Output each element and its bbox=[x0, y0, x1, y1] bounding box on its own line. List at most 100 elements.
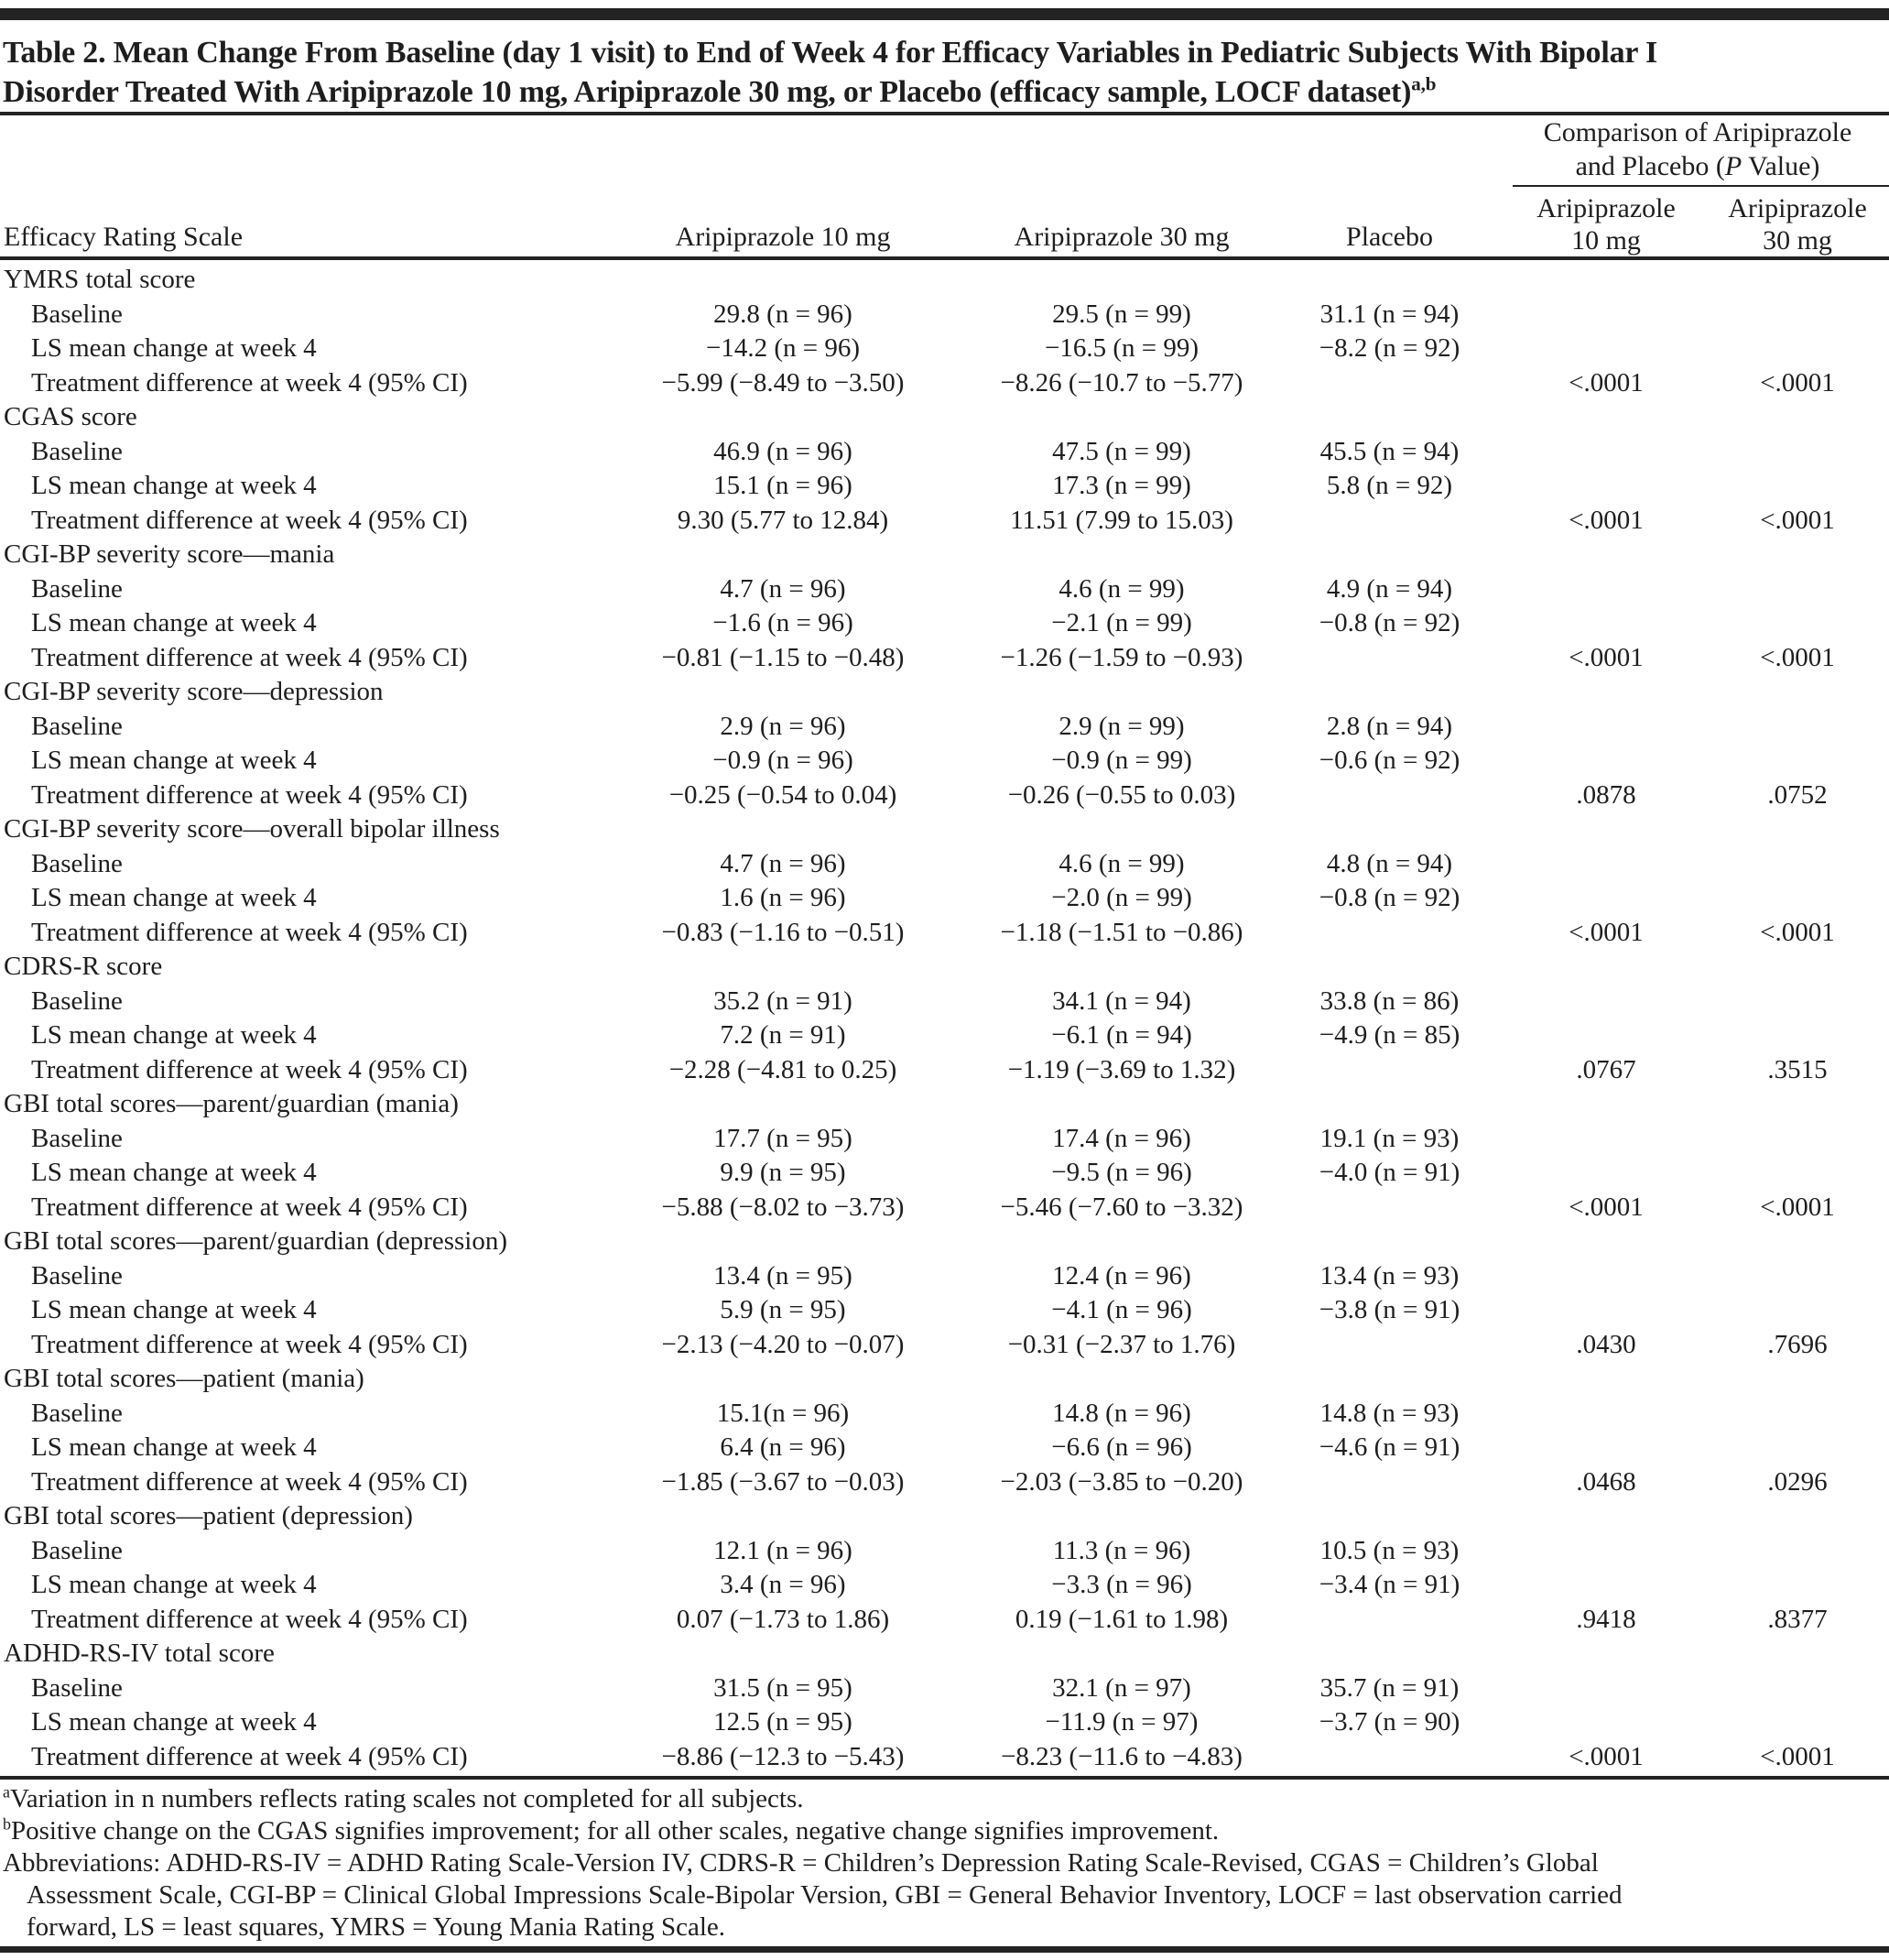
pvalue-cell-ari10: .0878 bbox=[1576, 779, 1636, 810]
footnote-abbreviations-line1: Abbreviations: ADHD-RS-IV = ADHD Rating … bbox=[3, 1848, 1599, 1878]
value-cell-ari10: 9.9 (n = 95) bbox=[720, 1158, 846, 1188]
table-row: Baseline 12.1 (n = 96) 11.3 (n = 96) 10.5 (… bbox=[0, 1534, 1889, 1569]
row-label: Baseline bbox=[31, 1672, 123, 1703]
value-cell-ari10: 2.9 (n = 96) bbox=[720, 711, 846, 741]
pvalue-cell-ari10: <.0001 bbox=[1569, 505, 1644, 535]
value-cell-ari30: 14.8 (n = 96) bbox=[1052, 1398, 1191, 1428]
value-cell-placebo: 4.8 (n = 94) bbox=[1326, 848, 1453, 878]
value-cell-placebo: −4.0 (n = 91) bbox=[1319, 1158, 1460, 1188]
footnote-abbreviations-line3: forward, LS = least squares, YMRS = Youn… bbox=[27, 1912, 726, 1942]
table-row: Baseline 31.5 (n = 95) 32.1 (n = 97) 35.7 (… bbox=[0, 1671, 1889, 1706]
table-row: Treatment difference at week 4 (95% CI) 9… bbox=[0, 504, 1889, 539]
value-cell-ari10: 5.9 (n = 95) bbox=[720, 1295, 846, 1325]
row-label: Baseline bbox=[31, 573, 123, 604]
value-cell-ari30: −1.26 (−1.59 to −0.93) bbox=[1000, 642, 1243, 672]
value-cell-placebo: 10.5 (n = 93) bbox=[1319, 1535, 1460, 1565]
value-cell-ari10: 46.9 (n = 96) bbox=[713, 436, 852, 466]
value-cell-ari10: 1.6 (n = 96) bbox=[720, 883, 846, 913]
value-cell-placebo: −0.8 (n = 92) bbox=[1319, 608, 1460, 638]
value-cell-ari30: 47.5 (n = 99) bbox=[1052, 436, 1191, 466]
p-value-italic: P bbox=[1724, 151, 1742, 181]
body-bottom-rule bbox=[0, 1776, 1889, 1780]
value-cell-placebo: 19.1 (n = 93) bbox=[1319, 1123, 1460, 1153]
value-cell-ari10: 7.2 (n = 91) bbox=[720, 1020, 846, 1051]
row-label: Treatment difference at week 4 (95% CI) bbox=[31, 1741, 468, 1771]
pvalue-cell-ari30: .3515 bbox=[1767, 1054, 1828, 1084]
pvalue-cell-ari30: <.0001 bbox=[1760, 1192, 1835, 1222]
table-row: LS mean change at week 4 −0.9 (n = 96) −0.… bbox=[0, 744, 1889, 779]
scale-group-row: CGAS score bbox=[0, 400, 1889, 435]
table-title: Table 2. Mean Change From Baseline (day … bbox=[3, 33, 1887, 112]
scale-group-row: GBI total scores—parent/guardian (mania) bbox=[0, 1087, 1889, 1122]
row-label: LS mean change at week 4 bbox=[31, 1020, 317, 1051]
value-cell-placebo: 2.8 (n = 94) bbox=[1326, 711, 1453, 741]
pvalue-cell-ari30: <.0001 bbox=[1760, 1741, 1835, 1771]
table-row: LS mean change at week 4 1.6 (n = 96) −2.0… bbox=[0, 881, 1889, 916]
table-row: LS mean change at week 4 −14.2 (n = 96) −1… bbox=[0, 332, 1889, 366]
footnote-a-marker: a bbox=[3, 1782, 10, 1802]
value-cell-ari10: 0.07 (−1.73 to 1.86) bbox=[676, 1604, 890, 1634]
value-cell-ari30: 17.4 (n = 96) bbox=[1052, 1123, 1191, 1153]
table-title-line2: Disorder Treated With Aripiprazole 10 mg… bbox=[3, 72, 1437, 109]
value-cell-ari10: −0.9 (n = 96) bbox=[712, 746, 853, 776]
footnote-b: bPositive change on the CGAS signifies i… bbox=[3, 1814, 1220, 1846]
value-cell-placebo: 13.4 (n = 93) bbox=[1319, 1260, 1460, 1290]
table-row: Treatment difference at week 4 (95% CI) −… bbox=[0, 366, 1889, 401]
value-cell-ari10: −1.6 (n = 96) bbox=[712, 608, 853, 638]
pvalue-cell-ari10: <.0001 bbox=[1569, 1741, 1644, 1771]
value-cell-ari10: 6.4 (n = 96) bbox=[720, 1432, 846, 1463]
comparison-spanner-header: Comparison of Aripiprazole and Placebo (… bbox=[1506, 115, 1889, 183]
row-label: LS mean change at week 4 bbox=[31, 471, 317, 501]
value-cell-ari10: −8.86 (−12.3 to −5.43) bbox=[661, 1741, 905, 1771]
row-label: Baseline bbox=[31, 1535, 123, 1565]
footnotes: aVariation in n numbers reflects rating … bbox=[3, 1783, 1885, 1944]
table-row: LS mean change at week 4 9.9 (n = 95) −9.5… bbox=[0, 1156, 1889, 1191]
value-cell-ari10: −0.81 (−1.15 to −0.48) bbox=[661, 642, 905, 672]
value-cell-ari30: 4.6 (n = 99) bbox=[1058, 848, 1185, 878]
table-row: Baseline 29.8 (n = 96) 29.5 (n = 99) 31.1 (… bbox=[0, 298, 1889, 332]
row-label: Baseline bbox=[31, 848, 123, 878]
table-row: Treatment difference at week 4 (95% CI) −… bbox=[0, 1465, 1889, 1500]
value-cell-ari30: −0.26 (−0.55 to 0.03) bbox=[1007, 779, 1236, 810]
scale-group-row: ADHD-RS-IV total score bbox=[0, 1637, 1889, 1671]
column-header-pvalue-ari30: Aripiprazole 30 mg bbox=[1728, 193, 1867, 256]
table-row: Treatment difference at week 4 (95% CI) −… bbox=[0, 1191, 1889, 1225]
value-cell-placebo: 31.1 (n = 94) bbox=[1319, 299, 1460, 329]
table-row: Baseline 46.9 (n = 96) 47.5 (n = 99) 45.5 (… bbox=[0, 435, 1889, 470]
row-label: Treatment difference at week 4 (95% CI) bbox=[31, 642, 468, 672]
row-label: LS mean change at week 4 bbox=[31, 883, 317, 913]
table-row: LS mean change at week 4 3.4 (n = 96) −3.3… bbox=[0, 1568, 1889, 1603]
value-cell-ari10: −0.25 (−0.54 to 0.04) bbox=[668, 779, 897, 810]
row-label: Baseline bbox=[31, 985, 123, 1016]
value-cell-ari30: 17.3 (n = 99) bbox=[1052, 471, 1191, 501]
row-label: LS mean change at week 4 bbox=[31, 1570, 317, 1600]
value-cell-placebo: −8.2 (n = 92) bbox=[1319, 333, 1460, 364]
scale-group-label: CGI-BP severity score—mania bbox=[4, 539, 335, 570]
scale-group-label: CGI-BP severity score—overall bipolar il… bbox=[4, 814, 500, 844]
row-label: Treatment difference at week 4 (95% CI) bbox=[31, 505, 468, 535]
row-label: Baseline bbox=[31, 711, 123, 741]
scale-group-row: GBI total scores—patient (mania) bbox=[0, 1362, 1889, 1397]
value-cell-placebo: −3.4 (n = 91) bbox=[1319, 1570, 1460, 1600]
value-cell-ari10: −2.13 (−4.20 to −0.07) bbox=[661, 1329, 905, 1359]
value-cell-ari10: −1.85 (−3.67 to −0.03) bbox=[661, 1466, 905, 1497]
row-label: LS mean change at week 4 bbox=[31, 746, 317, 776]
value-cell-ari30: 11.51 (7.99 to 15.03) bbox=[1010, 505, 1233, 535]
row-label: Baseline bbox=[31, 1398, 123, 1428]
scale-group-label: GBI total scores—parent/guardian (depres… bbox=[4, 1226, 508, 1257]
value-cell-placebo: 35.7 (n = 91) bbox=[1319, 1672, 1460, 1703]
row-label: Treatment difference at week 4 (95% CI) bbox=[31, 779, 468, 810]
value-cell-ari10: 4.7 (n = 96) bbox=[720, 573, 846, 604]
header-rule bbox=[0, 256, 1889, 260]
value-cell-placebo: 5.8 (n = 92) bbox=[1326, 471, 1453, 501]
table-row: LS mean change at week 4 12.5 (n = 95) −11… bbox=[0, 1705, 1889, 1740]
scale-group-label: ADHD-RS-IV total score bbox=[4, 1639, 275, 1669]
table-title-line1: Table 2. Mean Change From Baseline (day … bbox=[3, 36, 1657, 70]
value-cell-ari10: −2.28 (−4.81 to 0.25) bbox=[668, 1054, 897, 1084]
value-cell-ari10: 35.2 (n = 91) bbox=[713, 985, 852, 1016]
top-rule bbox=[0, 8, 1889, 20]
value-cell-ari10: 29.8 (n = 96) bbox=[713, 299, 852, 329]
pvalue-cell-ari10: <.0001 bbox=[1569, 1192, 1644, 1222]
value-cell-placebo: −0.8 (n = 92) bbox=[1319, 883, 1460, 913]
value-cell-ari10: 9.30 (5.77 to 12.84) bbox=[677, 505, 889, 535]
